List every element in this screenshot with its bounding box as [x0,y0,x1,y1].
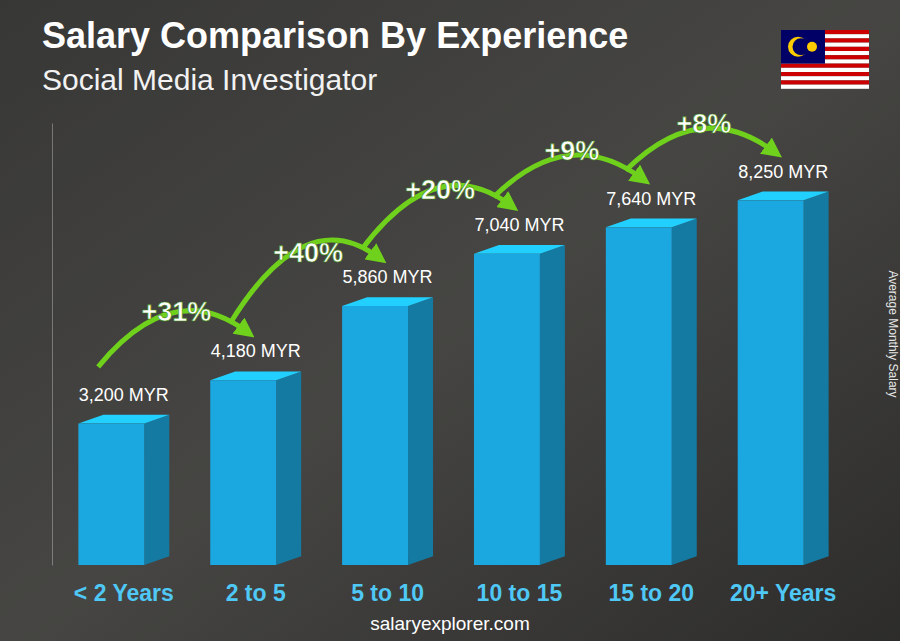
bar [342,306,408,565]
background-shade [0,0,900,641]
source: salaryexplorer.com [370,613,529,634]
bar [606,227,672,565]
x-tick: 15 to 20 [608,565,694,606]
bar-group [210,371,301,565]
change-label: +8% [676,109,731,139]
y-axis-title: Average Monthly Salary [886,270,900,397]
x-tick: < 2 Years [74,565,174,606]
x-tick-label: < 2 Years [74,580,174,606]
data-label: 7,040 MYR [474,215,564,235]
x-tick-label: 15 to 20 [608,580,694,606]
title: Salary Comparison By Experience [42,15,628,56]
bar-top [78,415,169,424]
bar-group [474,245,565,565]
bar-top [474,245,565,254]
bar-top [210,371,301,380]
x-tick-label: 5 to 10 [351,580,424,606]
flag [781,30,869,89]
x-axis-line [65,565,843,566]
x-tick: 2 to 5 [226,565,286,606]
x-tick: 20+ Years [730,565,836,606]
data-label: 8,250 MYR [738,162,828,182]
data-label: 3,200 MYR [79,385,169,405]
y-axis [52,124,53,566]
flag-stripe [781,72,869,76]
bar-top [738,192,829,201]
chart: Salary Comparison By Experience Social Me… [0,0,900,641]
flag-stripe [781,80,869,84]
bars [78,192,828,565]
bar-side [540,245,565,565]
x-tick: 5 to 10 [351,565,424,606]
x-tick-label: 10 to 15 [477,580,563,606]
bar [78,424,144,565]
bar [738,200,804,565]
bar [210,380,276,565]
x-axis: < 2 Years 2 to 5 5 to 10 10 to 15 15 to 20 20… [65,565,843,606]
bar-side [672,219,697,565]
x-tick-label: 20+ Years [730,580,836,606]
data-label: 7,640 MYR [606,189,696,209]
bar-group [606,219,697,565]
flag-canton [781,30,825,64]
bar-top [342,297,433,306]
flag-stripe [781,76,869,80]
change-label: +20% [405,175,475,205]
flag-stripe [781,85,869,89]
change-label: +9% [545,136,600,166]
bar-side [144,415,169,565]
x-tick: 10 to 15 [477,565,563,606]
background [0,0,900,641]
bar-top [606,219,697,228]
bar-side [408,297,433,565]
y-axis-line [52,124,53,566]
bar-group [78,415,169,565]
change-label: +31% [141,297,211,327]
flag-star [807,42,817,52]
x-tick-label: 2 to 5 [226,580,286,606]
bar-side [804,192,829,565]
bar-group [342,297,433,565]
flag-crescent-cut [793,38,810,55]
change-label: +40% [273,238,343,268]
flag-stripe [781,68,869,72]
subtitle: Social Media Investigator [42,63,377,96]
bar-side [276,371,301,565]
data-label: 5,860 MYR [343,267,433,287]
bar-group [738,192,829,565]
flag-stripe [781,64,869,68]
data-label: 4,180 MYR [211,341,301,361]
bar [474,254,540,565]
